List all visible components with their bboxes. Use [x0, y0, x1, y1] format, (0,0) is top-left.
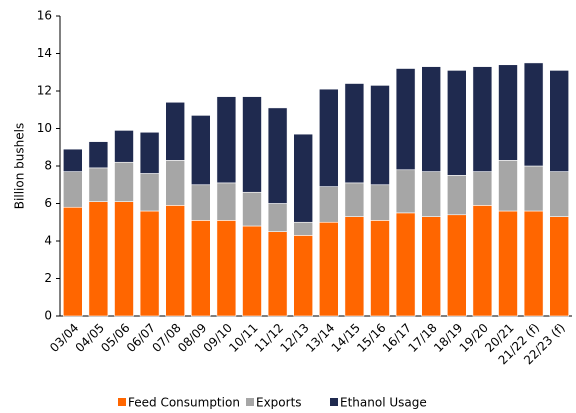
- bar-segment: [370, 220, 390, 317]
- y-tick-label: 16: [37, 9, 52, 23]
- bar-segment: [446, 214, 467, 317]
- bar-segment: [318, 186, 339, 223]
- y-tick-label: 14: [37, 46, 52, 60]
- y-tick-label: 0: [44, 309, 52, 323]
- y-tick-label: 4: [44, 234, 52, 248]
- bar-segment: [191, 184, 211, 221]
- y-tick-label: 2: [44, 271, 52, 285]
- bar-segment: [472, 66, 493, 172]
- legend-label: Exports: [256, 396, 302, 410]
- bar-segment: [370, 184, 390, 221]
- bar-segment: [370, 85, 390, 186]
- legend-swatch: [246, 398, 254, 406]
- bar-segment: [216, 220, 237, 317]
- bar-segment: [395, 68, 416, 171]
- bar-segment: [549, 171, 570, 217]
- bar-segment: [62, 206, 83, 317]
- bar-segment: [472, 205, 493, 317]
- y-axis-label: Billion bushels: [13, 123, 27, 209]
- bar-segment: [139, 173, 160, 212]
- bar-segment: [88, 167, 109, 202]
- bar-segment: [62, 171, 83, 208]
- legend-label: Ethanol Usage: [340, 396, 427, 410]
- bar-segment: [344, 83, 365, 184]
- y-tick-label: 10: [37, 121, 52, 135]
- bar-segment: [216, 182, 237, 221]
- bar-segment: [498, 160, 518, 212]
- bar-segment: [549, 216, 570, 317]
- bar-segment: [139, 210, 160, 317]
- bar-segment: [62, 148, 83, 172]
- bar-segment: [498, 210, 518, 317]
- bar-segment: [395, 169, 416, 214]
- bar-segment: [293, 133, 314, 223]
- bar-segment: [549, 70, 570, 172]
- bar-segment: [446, 175, 467, 216]
- bar-segment: [139, 131, 160, 174]
- bar-segment: [242, 225, 262, 317]
- y-tick-label: 12: [37, 84, 52, 98]
- bar-segment: [114, 161, 134, 202]
- bar-segment: [165, 160, 185, 206]
- bar-segment: [165, 101, 185, 161]
- bar-segment: [318, 88, 339, 187]
- bar-segment: [395, 212, 416, 317]
- bar-segment: [165, 205, 185, 317]
- bar-segment: [344, 182, 365, 217]
- legend-swatch: [118, 398, 126, 406]
- bar-segment: [344, 216, 365, 317]
- bar-segment: [191, 220, 211, 317]
- legend-label: Feed Consumption: [128, 396, 240, 410]
- y-tick-label: 8: [44, 159, 52, 173]
- bar-segment: [498, 64, 518, 161]
- bar-segment: [267, 107, 288, 204]
- bar-segment: [523, 62, 544, 167]
- bar-segment: [88, 201, 109, 317]
- bar-segment: [293, 221, 314, 236]
- bar-segment: [88, 141, 109, 169]
- bar-segment: [114, 130, 134, 163]
- bar-segment: [421, 171, 442, 217]
- legend-swatch: [330, 398, 338, 406]
- bar-segment: [446, 70, 467, 176]
- bar-segment: [267, 231, 288, 317]
- bar-segment: [216, 96, 237, 184]
- bar-segment: [523, 210, 544, 317]
- bar-segment: [472, 171, 493, 206]
- bar-segment: [242, 96, 262, 193]
- bar-segment: [318, 221, 339, 317]
- bar-segment: [267, 203, 288, 232]
- bar-segment: [421, 66, 442, 172]
- y-tick-label: 6: [44, 196, 52, 210]
- bar-segment: [421, 216, 442, 317]
- bar-segment: [191, 115, 211, 186]
- bar-segment: [114, 201, 134, 317]
- bar-segment: [523, 165, 544, 212]
- bar-segment: [293, 235, 314, 317]
- bar-segment: [242, 191, 262, 227]
